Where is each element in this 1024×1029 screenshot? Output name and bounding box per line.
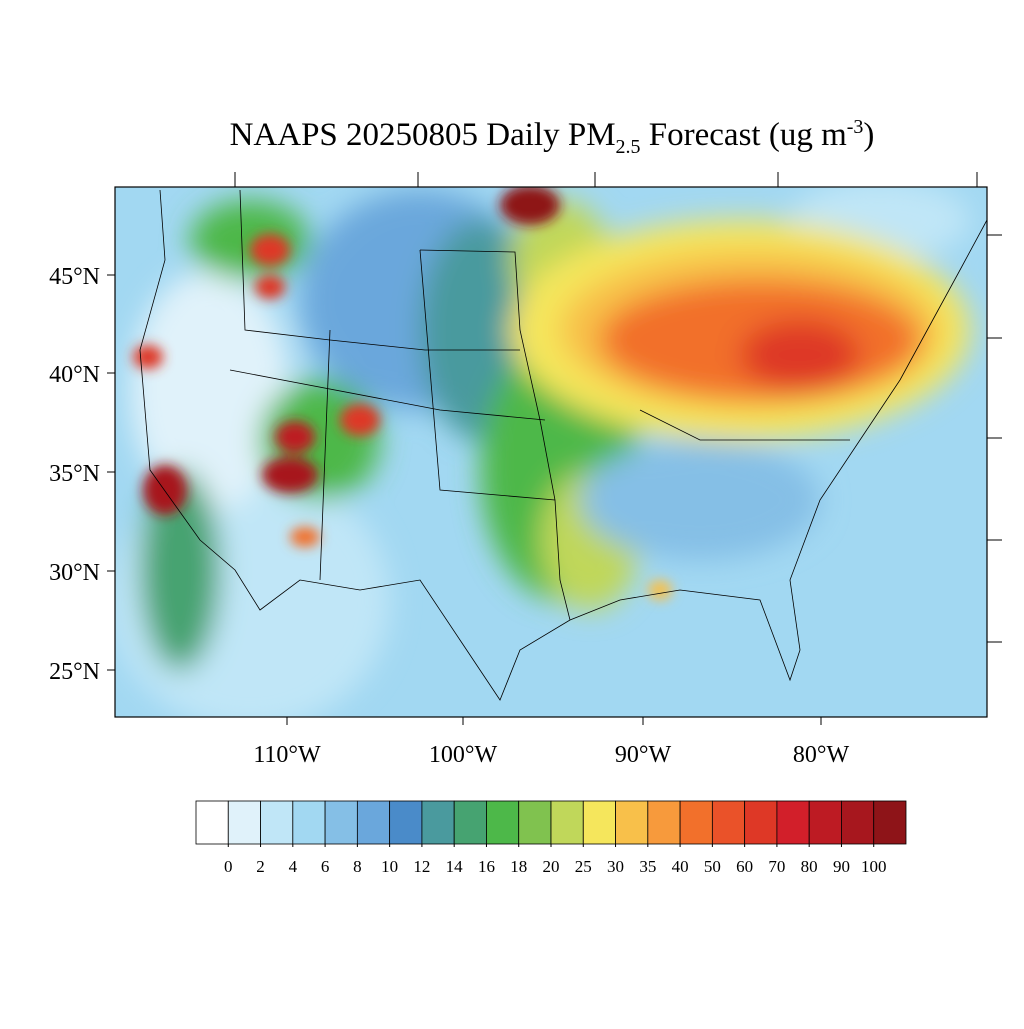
- lon-label: 110°W: [253, 742, 321, 768]
- lon-label: 100°W: [429, 742, 498, 768]
- colorbar-box: [421, 800, 455, 845]
- colorbar-label: 25: [575, 857, 592, 876]
- colorbar-label: 20: [543, 857, 560, 876]
- ticks: [107, 172, 1002, 725]
- colorbar-box: [518, 800, 552, 845]
- colorbar-box: [744, 800, 778, 845]
- colorbar-label: 40: [672, 857, 689, 876]
- lat-label: 45°N: [49, 264, 100, 290]
- colorbar-label: 18: [510, 857, 527, 876]
- colorbar-box: [873, 800, 907, 845]
- colorbar-label: 0: [224, 857, 233, 876]
- colorbar-label: 60: [736, 857, 753, 876]
- colorbar-box: [615, 800, 649, 845]
- colorbar-box: [776, 800, 810, 845]
- colorbar-label: 6: [321, 857, 330, 876]
- colorbar-box: [227, 800, 261, 845]
- colorbar-box: [356, 800, 391, 845]
- colorbar-box: [808, 800, 842, 845]
- lon-label: 90°W: [615, 742, 672, 768]
- colorbar-label: 4: [289, 857, 298, 876]
- colorbar-box: [679, 800, 713, 845]
- colorbar-box: [195, 800, 229, 845]
- colorbar-label: 12: [413, 857, 430, 876]
- colorbar-box: [841, 800, 875, 845]
- colorbar-label: 100: [861, 857, 887, 876]
- colorbar-label: 10: [381, 857, 398, 876]
- colorbar-box: [486, 800, 520, 845]
- colorbar-box: [711, 800, 746, 845]
- title: NAAPS 20250805 Daily PM2.5 Forecast (ug …: [230, 116, 875, 158]
- colorbar-box: [582, 800, 616, 845]
- lat-label: 35°N: [49, 461, 100, 487]
- colorbar: 0 2 4 6 8 10 12 14 16 18 20 25 30 35 40 50 60 70 80 90 100: [195, 800, 907, 876]
- lat-label: 25°N: [49, 659, 100, 685]
- colorbar-label: 2: [256, 857, 265, 876]
- lat-label: 30°N: [49, 560, 100, 586]
- map-frame: [114, 186, 988, 718]
- colorbar-label: 70: [768, 857, 785, 876]
- colorbar-label: 80: [801, 857, 818, 876]
- colorbar-label: 35: [639, 857, 656, 876]
- colorbar-label: 8: [353, 857, 362, 876]
- colorbar-box: [292, 800, 326, 845]
- colorbar-label: 16: [478, 857, 495, 876]
- colorbar-box: [550, 800, 584, 845]
- axis-labels: 45°N 40°N 35°N 30°N 25°N 110°W 100°W 90°W 80°W: [49, 264, 849, 768]
- map: [115, 187, 987, 717]
- lon-label: 80°W: [793, 742, 850, 768]
- colorbar-box: [324, 800, 358, 845]
- colorbar-box: [260, 800, 294, 845]
- colorbar-label: 14: [446, 857, 464, 876]
- colorbar-box: [647, 800, 681, 845]
- colorbar-box: [389, 800, 423, 845]
- colorbar-label: 30: [607, 857, 624, 876]
- lat-label: 40°N: [49, 362, 100, 388]
- colorbar-box: [453, 800, 487, 845]
- colorbar-label: 50: [704, 857, 721, 876]
- colorbar-label: 90: [833, 857, 850, 876]
